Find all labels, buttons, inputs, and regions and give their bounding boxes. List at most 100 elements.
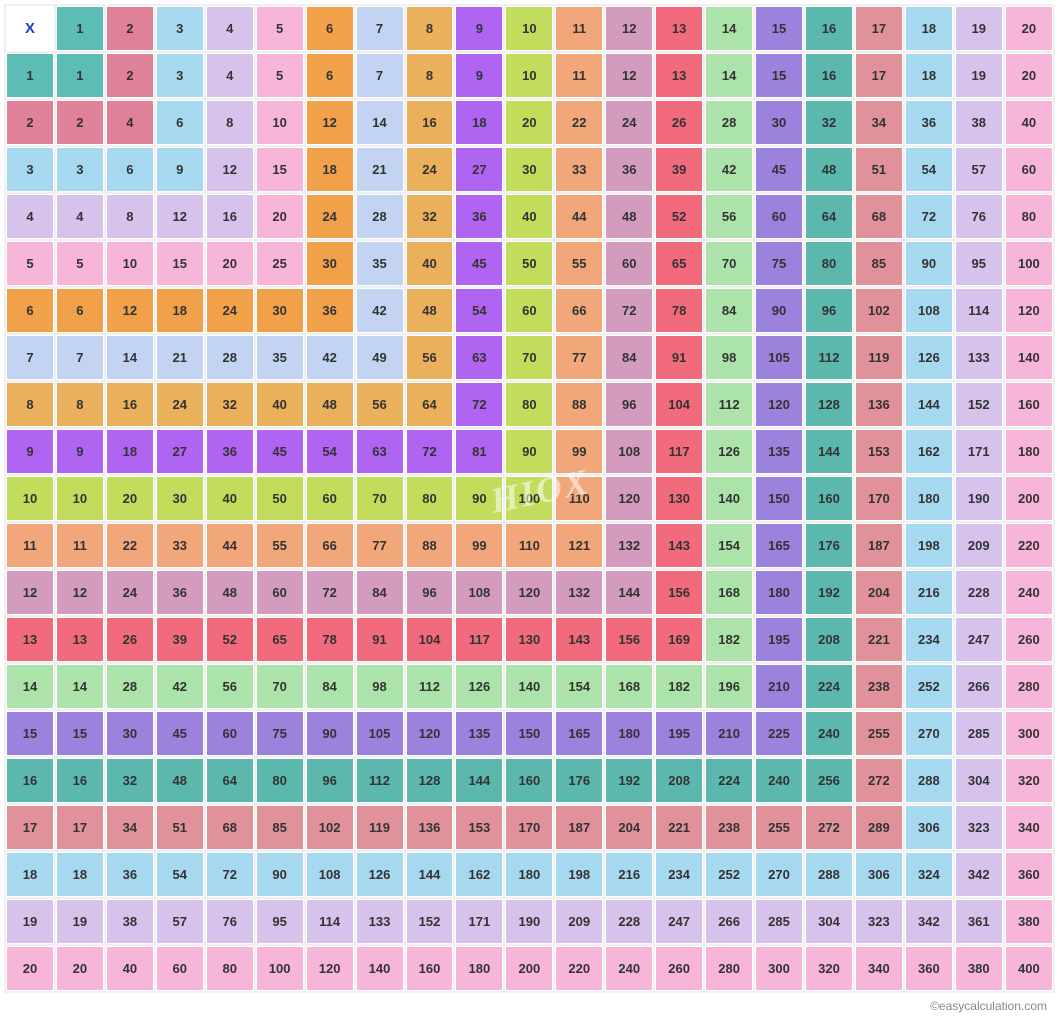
col-header: 5 — [256, 6, 304, 51]
product-cell: 135 — [455, 711, 503, 756]
row-header: 7 — [6, 335, 54, 380]
product-cell: 64 — [805, 194, 853, 239]
product-cell: 24 — [406, 147, 454, 192]
product-cell: 136 — [406, 805, 454, 850]
row-header: 6 — [6, 288, 54, 333]
product-cell: 20 — [106, 476, 154, 521]
product-cell: 8 — [406, 53, 454, 98]
product-cell: 24 — [306, 194, 354, 239]
product-cell: 190 — [505, 899, 553, 944]
product-cell: 228 — [605, 899, 653, 944]
product-cell: 20 — [56, 946, 104, 991]
product-cell: 228 — [955, 570, 1003, 615]
product-cell: 234 — [655, 852, 703, 897]
product-cell: 171 — [455, 899, 503, 944]
product-cell: 119 — [855, 335, 903, 380]
product-cell: 361 — [955, 899, 1003, 944]
product-cell: 96 — [306, 758, 354, 803]
product-cell: 56 — [406, 335, 454, 380]
product-cell: 80 — [406, 476, 454, 521]
product-cell: 8 — [206, 100, 254, 145]
product-cell: 78 — [655, 288, 703, 333]
product-cell: 70 — [705, 241, 753, 286]
product-cell: 96 — [406, 570, 454, 615]
product-cell: 3 — [156, 53, 204, 98]
product-cell: 160 — [505, 758, 553, 803]
row-header: 20 — [6, 946, 54, 991]
product-cell: 56 — [206, 664, 254, 709]
product-cell: 38 — [955, 100, 1003, 145]
product-cell: 44 — [555, 194, 603, 239]
product-cell: 320 — [1005, 758, 1053, 803]
product-cell: 208 — [805, 617, 853, 662]
product-cell: 180 — [905, 476, 953, 521]
product-cell: 144 — [406, 852, 454, 897]
product-cell: 112 — [356, 758, 404, 803]
product-cell: 340 — [855, 946, 903, 991]
product-cell: 144 — [805, 429, 853, 474]
product-cell: 36 — [905, 100, 953, 145]
product-cell: 196 — [705, 664, 753, 709]
product-cell: 39 — [655, 147, 703, 192]
product-cell: 27 — [156, 429, 204, 474]
product-cell: 95 — [955, 241, 1003, 286]
corner-cell: X — [6, 6, 54, 51]
product-cell: 210 — [755, 664, 803, 709]
product-cell: 160 — [805, 476, 853, 521]
product-cell: 36 — [206, 429, 254, 474]
product-cell: 40 — [206, 476, 254, 521]
product-cell: 72 — [905, 194, 953, 239]
product-cell: 63 — [356, 429, 404, 474]
product-cell: 18 — [106, 429, 154, 474]
product-cell: 108 — [905, 288, 953, 333]
product-cell: 19 — [56, 899, 104, 944]
product-cell: 4 — [56, 194, 104, 239]
product-cell: 171 — [955, 429, 1003, 474]
product-cell: 126 — [356, 852, 404, 897]
product-cell: 24 — [106, 570, 154, 615]
product-cell: 7 — [56, 335, 104, 380]
col-header: 11 — [555, 6, 603, 51]
product-cell: 128 — [406, 758, 454, 803]
row-header: 9 — [6, 429, 54, 474]
multiplication-table: X123456789101112131415161718192011234567… — [4, 4, 1055, 993]
product-cell: 168 — [705, 570, 753, 615]
product-cell: 42 — [156, 664, 204, 709]
product-cell: 36 — [605, 147, 653, 192]
product-cell: 16 — [805, 53, 853, 98]
product-cell: 4 — [206, 53, 254, 98]
product-cell: 255 — [855, 711, 903, 756]
product-cell: 52 — [206, 617, 254, 662]
product-cell: 77 — [555, 335, 603, 380]
product-cell: 105 — [356, 711, 404, 756]
product-cell: 65 — [256, 617, 304, 662]
product-cell: 360 — [1005, 852, 1053, 897]
product-cell: 28 — [106, 664, 154, 709]
product-cell: 28 — [206, 335, 254, 380]
product-cell: 10 — [505, 53, 553, 98]
product-cell: 272 — [855, 758, 903, 803]
product-cell: 247 — [955, 617, 1003, 662]
row-header: 16 — [6, 758, 54, 803]
product-cell: 72 — [455, 382, 503, 427]
product-cell: 140 — [1005, 335, 1053, 380]
product-cell: 90 — [505, 429, 553, 474]
product-cell: 105 — [755, 335, 803, 380]
product-cell: 152 — [955, 382, 1003, 427]
product-cell: 75 — [256, 711, 304, 756]
product-cell: 28 — [705, 100, 753, 145]
row-header: 12 — [6, 570, 54, 615]
product-cell: 143 — [655, 523, 703, 568]
product-cell: 221 — [855, 617, 903, 662]
product-cell: 133 — [356, 899, 404, 944]
product-cell: 160 — [406, 946, 454, 991]
product-cell: 15 — [256, 147, 304, 192]
product-cell: 84 — [605, 335, 653, 380]
product-cell: 36 — [306, 288, 354, 333]
row-header: 1 — [6, 53, 54, 98]
product-cell: 165 — [755, 523, 803, 568]
product-cell: 152 — [406, 899, 454, 944]
product-cell: 130 — [505, 617, 553, 662]
product-cell: 12 — [306, 100, 354, 145]
product-cell: 98 — [705, 335, 753, 380]
